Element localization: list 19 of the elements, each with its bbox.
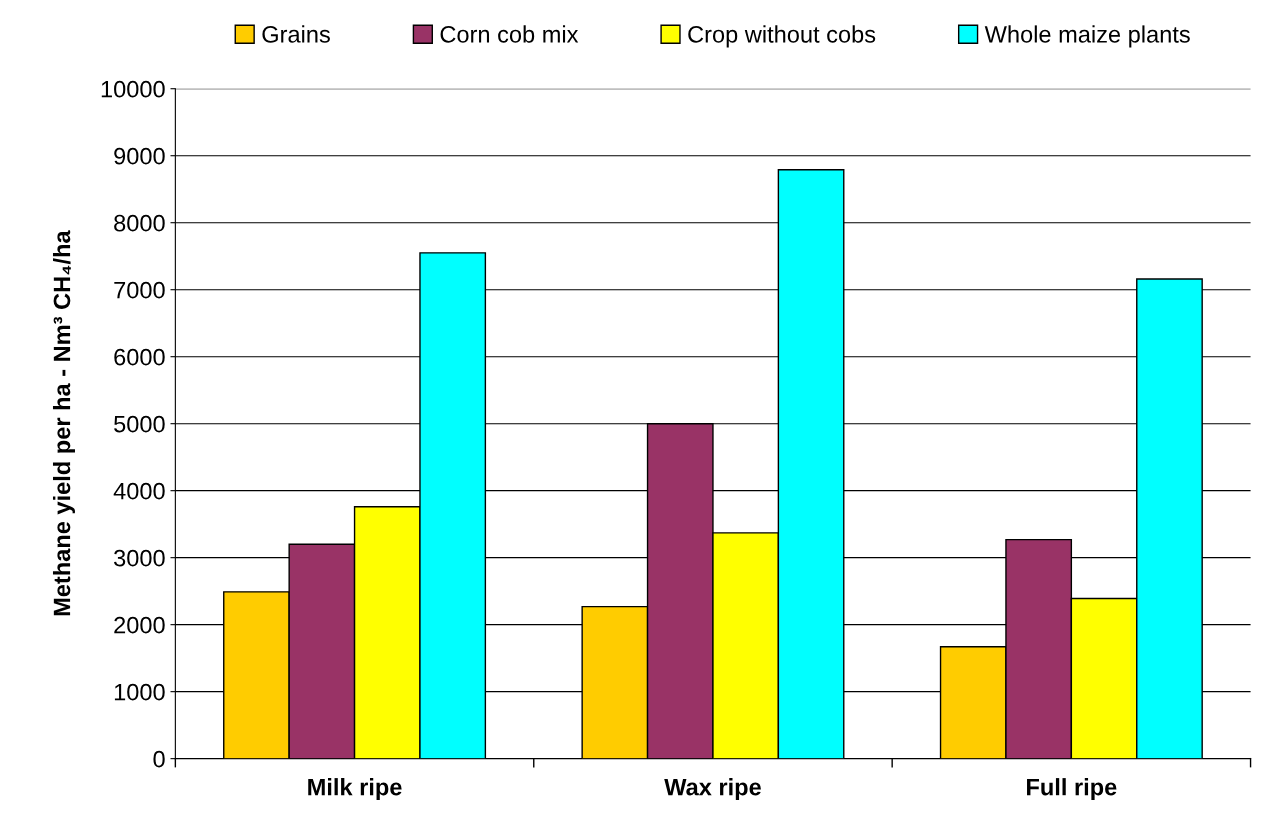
x-tick-label: Wax ripe <box>664 778 761 801</box>
y-tick-label: 3000 <box>114 549 165 567</box>
y-tick-label: 5000 <box>114 415 165 433</box>
x-tick-label: Milk ripe <box>308 778 402 801</box>
y-tick-label: 7000 <box>114 281 165 299</box>
legend-label: Whole maize plants <box>984 25 1190 48</box>
y-tick-label: 6000 <box>114 348 165 366</box>
y-tick-label: 0 <box>153 750 165 768</box>
x-tick-label: Full ripe <box>1027 778 1117 801</box>
y-tick-label: 9000 <box>114 147 165 165</box>
y-tick-label: 10000 <box>101 80 165 98</box>
legend-label: Crop without cobs <box>688 25 876 48</box>
y-axis-title: Methane yield per ha - Nm³ CH₄/ha <box>52 230 75 616</box>
y-tick-label: 4000 <box>113 482 165 500</box>
y-tick-label: 1000 <box>114 683 165 701</box>
y-tick-label: 8000 <box>114 214 165 232</box>
y-tick-label: 2000 <box>114 616 165 634</box>
legend-label: Grains <box>262 25 330 43</box>
legend-label: Corn cob mix <box>440 25 579 43</box>
